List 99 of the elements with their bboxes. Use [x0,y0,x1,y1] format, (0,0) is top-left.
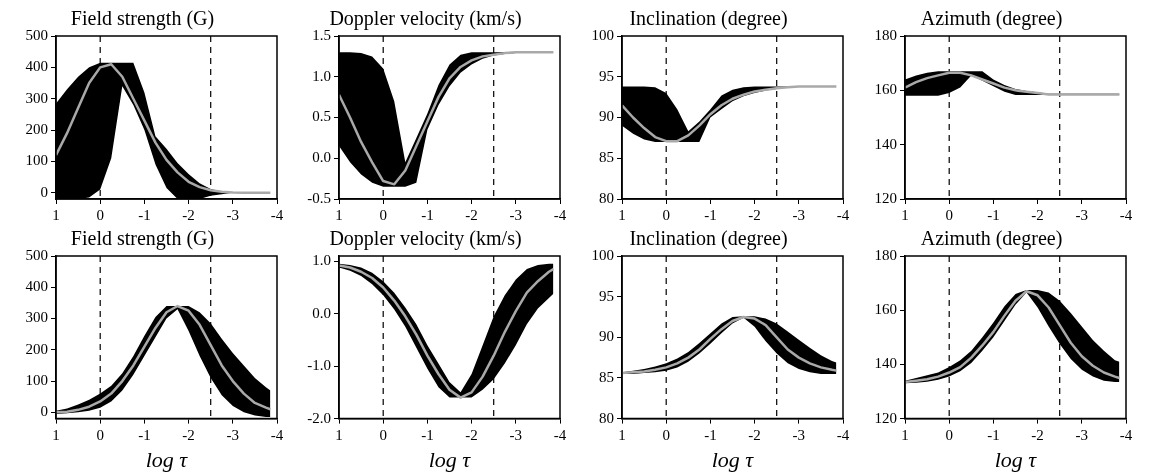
x-tick-label: -1 [704,206,717,223]
x-tick-label: 0 [96,426,104,443]
chart-title: Inclination (degree) [629,7,788,31]
x-tick-label: 0 [945,206,953,223]
x-tick-label: -2 [182,426,195,443]
x-tick-label: -4 [270,206,284,223]
x-tick-label: -4 [836,426,850,443]
x-tick-label: 1 [618,426,626,443]
y-tick-label: 160 [874,301,897,318]
x-tick-label: -4 [270,426,284,443]
x-tick-label: -2 [1031,426,1044,443]
y-tick-label: 200 [25,120,48,137]
x-tick-label: 1 [901,426,909,443]
y-tick-label: 100 [25,152,48,169]
y-tick-label: 120 [874,189,897,206]
chart-title: Azimuth (degree) [920,227,1063,251]
x-tick-label: -3 [509,426,523,443]
y-tick-label: 80 [599,189,614,206]
x-tick-label: -4 [1119,426,1133,443]
y-tick-label: 1.0 [312,252,331,269]
x-tick-label: 0 [662,426,670,443]
x-tick-label: -2 [182,206,195,223]
x-tick-label: -2 [748,206,761,223]
x-tick-label: 1 [901,206,909,223]
chart-title: Inclination (degree) [629,227,788,251]
x-tick-label: -3 [509,206,523,223]
y-tick-label: 300 [25,309,48,326]
x-axis-title: log τ [428,446,472,472]
x-tick-label: -1 [987,206,1000,223]
x-tick-label: 0 [945,426,953,443]
x-tick-label: 0 [96,206,104,223]
x-axis-title: log τ [145,446,189,472]
x-tick-label: -3 [1075,206,1089,223]
x-tick-label: -1 [987,426,1000,443]
x-tick-label: 0 [662,206,670,223]
chart-title: Field strength (G) [70,227,215,251]
y-tick-label: 85 [599,368,614,385]
y-tick-label: 90 [599,108,614,125]
y-tick-label: 90 [599,328,614,345]
x-tick-label: -3 [792,426,806,443]
y-tick-label: 100 [25,372,48,389]
y-tick-label: 400 [25,278,48,295]
y-tick-label: 1.5 [312,26,331,43]
y-tick-label: 500 [25,26,48,43]
x-tick-label: -1 [138,426,151,443]
y-tick-label: 120 [874,409,897,426]
y-tick-label: -0.5 [307,189,331,206]
x-tick-label: 1 [335,206,343,223]
x-axis-title: log τ [994,446,1038,472]
y-tick-label: -1.0 [307,357,331,374]
y-tick-label: 180 [874,246,897,263]
y-tick-label: 500 [25,246,48,263]
x-tick-label: 0 [379,426,387,443]
y-tick-label: 140 [874,135,897,152]
y-tick-label: 200 [25,340,48,357]
y-tick-label: 300 [25,89,48,106]
y-tick-label: 160 [874,81,897,98]
chart-title: Azimuth (degree) [920,7,1063,31]
y-tick-label: -2.0 [307,409,331,426]
x-tick-label: 0 [379,206,387,223]
y-tick-label: 95 [599,67,614,84]
y-tick-label: 0.0 [312,149,331,166]
x-tick-label: 1 [52,206,60,223]
y-tick-label: 0.5 [312,108,331,125]
y-tick-label: 100 [591,246,614,263]
y-tick-label: 180 [874,26,897,43]
x-tick-label: 1 [335,426,343,443]
x-tick-label: -1 [704,426,717,443]
x-tick-label: -2 [1031,206,1044,223]
x-tick-label: -4 [553,206,567,223]
x-tick-label: -1 [421,426,434,443]
y-tick-label: 1.0 [312,67,331,84]
x-tick-label: 1 [618,206,626,223]
y-tick-label: 0.0 [312,304,331,321]
x-tick-label: -2 [748,426,761,443]
chart-title: Doppler velocity (km/s) [329,7,522,31]
y-tick-label: 400 [25,58,48,75]
y-tick-label: 80 [599,409,614,426]
chart-title: Doppler velocity (km/s) [329,227,522,251]
x-tick-label: -3 [226,426,240,443]
y-tick-label: 95 [599,287,614,304]
x-tick-label: -4 [1119,206,1133,223]
y-tick-label: 100 [591,26,614,43]
x-tick-label: -3 [1075,426,1089,443]
x-tick-label: -1 [138,206,151,223]
y-tick-label: 140 [874,355,897,372]
x-tick-label: -3 [792,206,806,223]
y-tick-label: 0 [40,183,48,200]
x-tick-label: -4 [836,206,850,223]
x-tick-label: -4 [553,426,567,443]
x-tick-label: -3 [226,206,240,223]
x-tick-label: -2 [465,426,478,443]
y-tick-label: 85 [599,149,614,166]
y-tick-label: 0 [40,403,48,420]
x-tick-label: -1 [421,206,434,223]
chart-title: Field strength (G) [70,7,215,31]
x-tick-label: 1 [52,426,60,443]
x-axis-title: log τ [711,446,755,472]
x-tick-label: -2 [465,206,478,223]
